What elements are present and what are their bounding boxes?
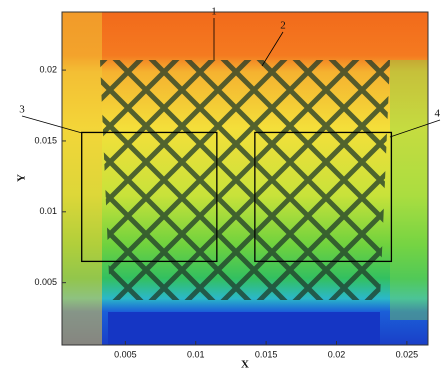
jet-region [108,312,380,345]
strand [310,60,390,300]
leader-line [21,115,83,134]
highlight-box [254,131,393,263]
strand [310,60,390,300]
y-tick-label: 0.005 [34,277,57,287]
x-tick-label: 0.005 [114,349,137,359]
annotation: 4 [435,108,441,120]
x-axis-label: X [241,359,249,371]
y-axis-label: Y [16,174,28,182]
strand [274,60,390,300]
x-tick-label: 0.01 [187,349,205,359]
plot-frame [61,11,429,346]
strand [130,60,390,300]
highlight-box [81,131,218,263]
strand [100,60,270,300]
y-tick-label: 0.01 [39,206,57,216]
side-region [390,60,428,320]
strand [100,60,234,300]
strand [100,60,162,300]
strand [238,60,390,300]
strand [274,60,390,300]
leader-line [261,31,284,67]
x-tick-label: 0.025 [396,349,419,359]
y-tick-label: 0.015 [34,135,57,145]
annotation: 2 [280,20,286,32]
strand [100,60,198,300]
x-tick-label: 0.02 [328,349,346,359]
strand [100,60,198,300]
y-tick-label: 0.02 [39,64,57,74]
strand [0,40,16,320]
strand [100,60,162,300]
strand [202,60,390,300]
strand [166,60,390,300]
strand [100,60,234,300]
leader-line [389,119,441,138]
strand [100,60,306,300]
x-tick-label: 0.015 [255,349,278,359]
annotation: 3 [19,104,25,116]
strand [100,60,378,300]
strand [0,40,16,320]
annotation: 1 [211,6,217,18]
